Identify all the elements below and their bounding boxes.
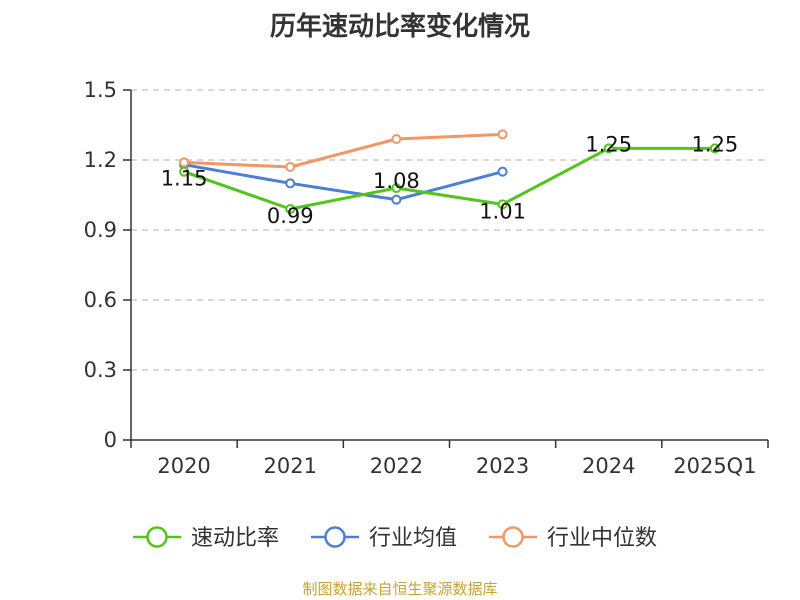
x-tick-label: 2021 [264,454,317,478]
data-point [391,183,402,193]
grid-lines [131,89,768,371]
series-line [183,163,503,202]
legend-marker [324,526,346,548]
data-labels: 1.15 0.99 1.08 1.01 1.25 1.25 [161,132,739,228]
series-line [184,132,503,169]
data-point [497,199,508,210]
x-tick-label: 2024 [582,454,635,478]
data-label: 0.99 [267,204,314,228]
data-point [391,194,402,205]
data-label: 1.15 [161,167,208,191]
data-point [285,178,296,189]
series-lines [179,129,720,214]
y-tick-label: 1.5 [84,78,117,102]
series-line [183,146,715,211]
data-point [179,166,190,177]
data-point [709,143,720,154]
y-tick-label: 0.6 [84,288,117,312]
x-tick-label: 2023 [476,454,529,478]
data-point [603,143,614,154]
data-point [497,129,508,140]
data-point [391,134,402,144]
data-label: 1.01 [479,199,526,223]
chart-title: 历年速动比率变化情况 [269,12,530,42]
legend-marker [146,526,168,548]
data-label: 1.08 [373,169,420,193]
data-point [285,162,296,172]
legend-item: 速动比率 [133,526,279,551]
legend-item: 行业中位数 [489,526,657,551]
legend-label: 行业均值 [369,526,457,551]
x-tick-label: 2022 [370,454,423,478]
x-tick-label: 2020 [157,454,210,478]
legend-marker [502,526,524,548]
y-tick-label: 1.2 [84,148,117,172]
data-point [497,166,508,177]
data-label: 1.25 [692,132,739,156]
source-note: 制图数据来自恒生聚源数据库 [302,580,498,598]
x-tick-label: 2025Q1 [673,454,756,478]
legend: 速动比率 行业均值 行业中位数 [133,526,657,551]
y-tick-label: 0 [104,428,117,452]
legend-item: 行业均值 [311,526,457,551]
data-point [179,157,190,168]
axes: 0 0.3 0.6 0.9 1.2 1.5 2020 2021 2022 2023 2024 2025… [84,78,769,478]
data-point [285,204,296,214]
y-tick-label: 0.9 [84,218,117,242]
legend-label: 行业中位数 [547,526,657,551]
legend-label: 速动比率 [191,526,279,551]
y-tick-label: 0.3 [84,358,117,382]
data-label: 1.25 [585,132,632,156]
